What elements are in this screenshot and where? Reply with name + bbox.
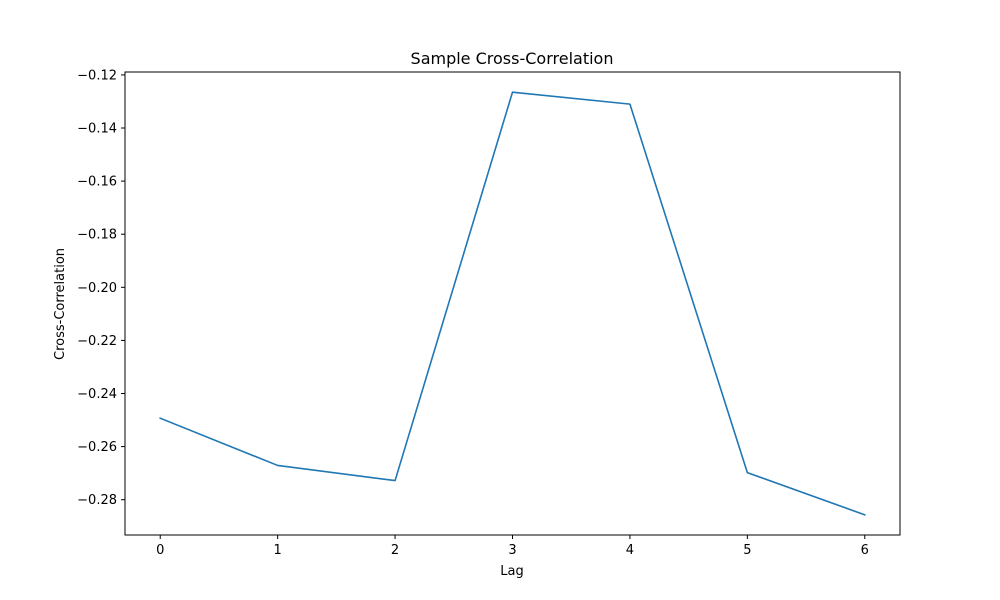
y-tick-label: −0.16	[77, 175, 117, 190]
x-tick-label: 3	[508, 543, 516, 558]
y-tick-label: −0.22	[77, 334, 117, 349]
y-tick-label: −0.28	[77, 493, 117, 508]
x-tick-label: 6	[861, 543, 869, 558]
y-tick-label: −0.24	[77, 387, 117, 402]
series-line-0	[159, 91, 866, 516]
x-tick-label: 2	[391, 543, 399, 558]
x-tick-label: 1	[274, 543, 282, 558]
plot-area: 0 1 2 3 4 5 6 −0.12 −0.14 −0.16 −0.18 −0.20 −0.22 −0.…	[77, 68, 901, 558]
y-tick-label: −0.14	[77, 122, 117, 137]
y-tick-label: −0.26	[77, 440, 117, 455]
x-tick-label: 5	[743, 543, 751, 558]
x-tick-label: 0	[156, 543, 164, 558]
y-axis-label: Cross-Correlation	[53, 248, 68, 360]
chart-title: Sample Cross-Correlation	[411, 49, 614, 68]
y-tick-label: −0.18	[77, 228, 117, 243]
y-tick-label: −0.20	[77, 281, 117, 296]
x-axis-label: Lag	[500, 564, 523, 579]
y-tick-label: −0.12	[77, 68, 117, 83]
x-tick-label: 4	[626, 543, 634, 558]
